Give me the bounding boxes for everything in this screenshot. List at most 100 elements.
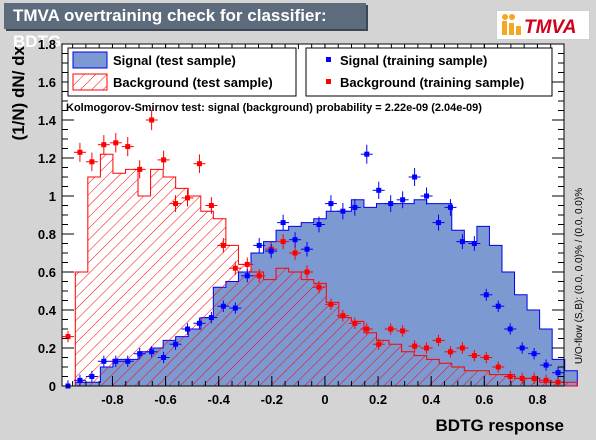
x-tick-label: -0.2: [261, 392, 283, 407]
background-train-marker: [340, 313, 345, 318]
legend-label-background-test: Background (test sample): [113, 75, 273, 90]
signal-train-marker: [412, 175, 417, 180]
background-train-marker: [161, 157, 166, 162]
y-tick-label: 1.2: [38, 151, 56, 166]
background-train-marker: [376, 342, 381, 347]
x-tick-label: -0.4: [208, 392, 231, 407]
signal-train-marker: [281, 220, 286, 225]
signal-train-marker: [257, 243, 262, 248]
background-train-marker: [221, 243, 226, 248]
signal-train-marker: [245, 273, 250, 278]
legend-label-signal-test: Signal (test sample): [113, 53, 236, 68]
legend-marker-signal-train: [326, 57, 331, 62]
y-tick-label: 0.6: [38, 265, 56, 280]
background-train-marker: [544, 378, 549, 383]
background-train-marker: [364, 327, 369, 332]
background-train-marker: [101, 142, 106, 147]
y-axis-label: (1/N) dN/ dx: [9, 45, 28, 140]
signal-train-marker: [233, 306, 238, 311]
legend-marker-background-train: [326, 79, 331, 84]
background-train-marker: [113, 140, 118, 145]
signal-train-marker: [149, 349, 154, 354]
signal-train-marker: [125, 359, 130, 364]
background-train-marker: [448, 349, 453, 354]
legend-label-signal-train: Signal (training sample): [340, 53, 487, 68]
signal-train-marker: [89, 374, 94, 379]
signal-train-marker: [544, 363, 549, 368]
x-tick-label: -0.8: [101, 392, 123, 407]
signal-train-marker: [376, 188, 381, 193]
signal-train-marker: [436, 220, 441, 225]
signal-train-marker: [352, 205, 357, 210]
x-tick-label: 0.6: [475, 392, 493, 407]
signal-train-marker: [221, 304, 226, 309]
background-train-marker: [281, 239, 286, 244]
background-train-marker: [352, 321, 357, 326]
y-tick-label: 1: [49, 189, 56, 204]
background-train-marker: [245, 262, 250, 267]
background-train-marker: [520, 376, 525, 381]
background-train-marker: [496, 365, 501, 370]
signal-train-marker: [101, 359, 106, 364]
background-train-marker: [125, 144, 130, 149]
signal-train-marker: [328, 201, 333, 206]
signal-train-marker: [293, 237, 298, 242]
background-train-marker: [472, 353, 477, 358]
x-tick-label: 0.2: [369, 392, 387, 407]
background-train-marker: [305, 270, 310, 275]
background-train-marker: [89, 159, 94, 164]
background-train-marker: [388, 327, 393, 332]
background-train-marker: [328, 302, 333, 307]
y-tick-label: 0.8: [38, 227, 56, 242]
signal-train-marker: [388, 201, 393, 206]
signal-train-marker: [316, 222, 321, 227]
legend-swatch-background-test: [73, 74, 107, 90]
signal-train-marker: [173, 342, 178, 347]
y-tick-label: 1.4: [38, 113, 57, 128]
y-tick-label: 0.4: [38, 303, 57, 318]
background-train-marker: [424, 346, 429, 351]
signal-train-marker: [472, 241, 477, 246]
background-train-marker: [173, 201, 178, 206]
x-tick-label: 0: [321, 392, 328, 407]
background-train-marker: [257, 273, 262, 278]
background-train-marker: [293, 251, 298, 256]
legend-swatch-signal-test: [73, 52, 107, 68]
signal-train-marker: [137, 351, 142, 356]
legend: Signal (test sample) Background (test sa…: [68, 48, 552, 96]
y-tick-label: 1.6: [38, 75, 56, 90]
background-train-marker: [412, 344, 417, 349]
signal-train-marker: [520, 346, 525, 351]
signal-train-marker: [448, 205, 453, 210]
background-train-marker: [484, 355, 489, 360]
background-train-marker: [436, 338, 441, 343]
background-train-marker: [532, 376, 537, 381]
background-train-marker: [209, 203, 214, 208]
signal-train-marker: [340, 209, 345, 214]
x-axis-label: BDTG response: [436, 416, 564, 435]
signal-train-marker: [460, 239, 465, 244]
signal-train-marker: [113, 359, 118, 364]
overflow-label: U/O-flow (S,B): (0.0, 0.0)% / (0.0, 0.0)…: [574, 188, 585, 364]
signal-train-marker: [185, 327, 190, 332]
signal-train-marker: [508, 327, 513, 332]
signal-train-marker: [305, 247, 310, 252]
signal-train-marker: [364, 152, 369, 157]
background-train-marker: [508, 374, 513, 379]
background-train-marker: [77, 150, 82, 155]
signal-train-marker: [77, 378, 82, 383]
signal-train-marker: [556, 370, 561, 375]
background-train-marker: [400, 328, 405, 333]
legend-label-background-train: Background (training sample): [340, 75, 524, 90]
signal-train-marker: [197, 321, 202, 326]
y-tick-label: 0: [49, 379, 56, 394]
background-train-marker: [149, 118, 154, 123]
signal-train-marker: [532, 351, 537, 356]
background-train-marker: [460, 346, 465, 351]
background-train-marker: [137, 167, 142, 172]
signal-train-marker: [400, 197, 405, 202]
signal-train-marker: [496, 304, 501, 309]
background-train-marker: [556, 380, 561, 385]
signal-train-marker: [209, 315, 214, 320]
